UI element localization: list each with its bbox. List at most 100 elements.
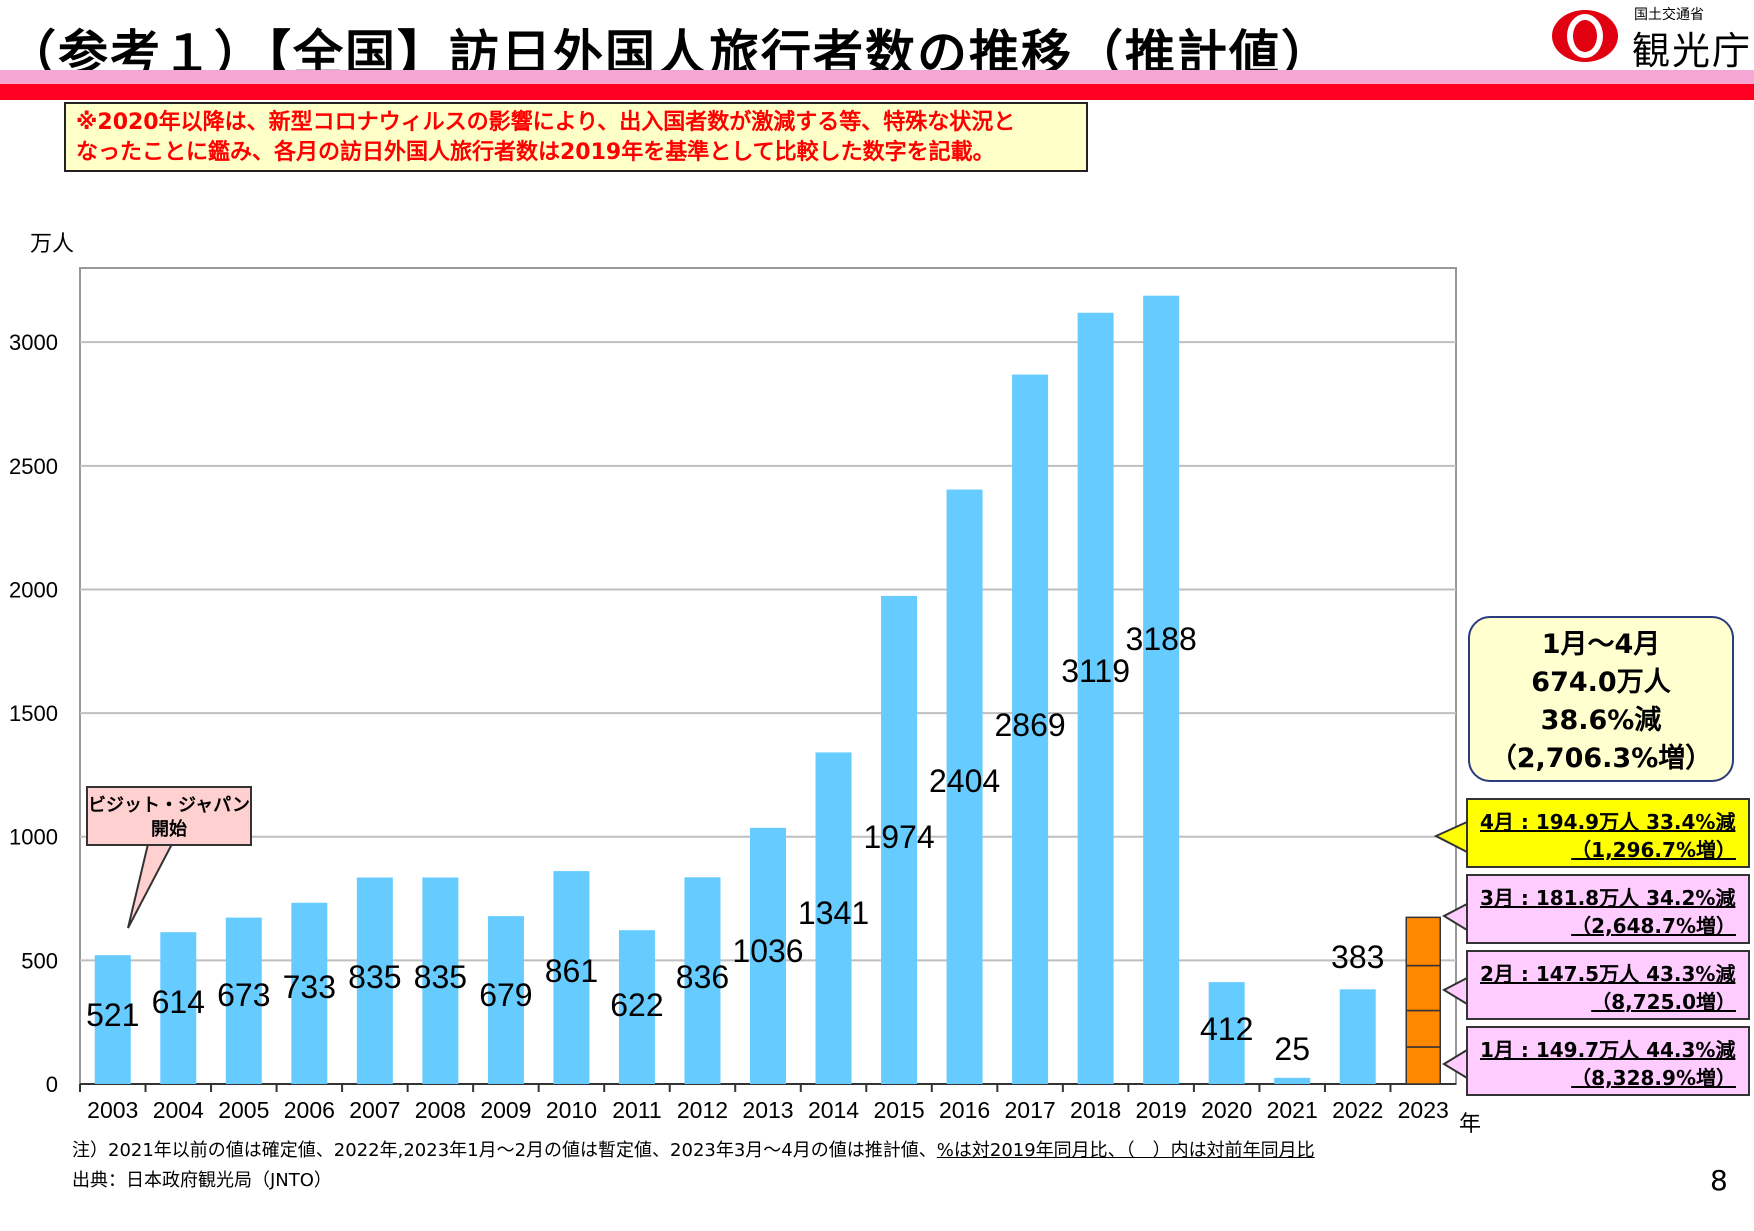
data-label-2007: 835 bbox=[348, 959, 401, 995]
x-tick-label: 2009 bbox=[480, 1097, 531, 1123]
bar-2015 bbox=[881, 595, 918, 1084]
callout-february: 2月 : 147.5万人 43.3%減 （8,725.0増） bbox=[1466, 950, 1750, 1020]
data-label-2003: 521 bbox=[86, 997, 139, 1033]
x-tick-label: 2004 bbox=[153, 1097, 204, 1123]
stacked-segment-2023-4 bbox=[1405, 916, 1441, 967]
page-number: 8 bbox=[1710, 1164, 1728, 1197]
data-label-2016: 2404 bbox=[929, 763, 1000, 799]
x-tick-label: 2012 bbox=[677, 1097, 728, 1123]
data-label-2022: 383 bbox=[1331, 939, 1384, 975]
bar-2018 bbox=[1077, 312, 1114, 1085]
y-tick-label: 2000 bbox=[9, 577, 58, 602]
data-label-2019: 3188 bbox=[1126, 621, 1197, 657]
source-citation: 出典：日本政府観光局（JNTO） bbox=[72, 1170, 332, 1191]
visit-japan-label: ビジット・ジャパン 開始 bbox=[86, 786, 252, 846]
bar-2009 bbox=[487, 916, 524, 1084]
stacked-segment-2023-1 bbox=[1405, 1046, 1441, 1085]
data-label-2018: 3119 bbox=[1061, 653, 1130, 689]
callout-january: 1月 : 149.7万人 44.3%減 （8,328.9%増） bbox=[1466, 1026, 1750, 1096]
bar-2013 bbox=[750, 827, 786, 1084]
summary-total: 674.0万人 bbox=[1531, 667, 1671, 698]
bar-2019 bbox=[1143, 295, 1180, 1084]
bar-2008 bbox=[422, 877, 459, 1084]
visit-japan-line-1: ビジット・ジャパン bbox=[88, 795, 250, 816]
bar-2022 bbox=[1339, 989, 1376, 1084]
bar-2021 bbox=[1274, 1077, 1311, 1084]
summary-change-prev-year: （2,706.3%増） bbox=[1489, 743, 1713, 774]
bar-2004 bbox=[160, 932, 197, 1084]
y-tick-label: 500 bbox=[21, 948, 58, 973]
x-tick-label: 2010 bbox=[546, 1097, 597, 1123]
y-tick-label: 0 bbox=[46, 1072, 58, 1097]
data-label-2005: 673 bbox=[217, 977, 270, 1013]
x-tick-label: 2020 bbox=[1201, 1097, 1252, 1123]
visit-japan-line-2: 開始 bbox=[151, 819, 187, 840]
stacked-segment-2023-2 bbox=[1405, 1009, 1441, 1048]
data-label-2012: 836 bbox=[676, 959, 729, 995]
y-axis-unit: 万人 bbox=[30, 232, 75, 257]
x-tick-label: 2015 bbox=[873, 1097, 924, 1123]
data-label-2017: 2869 bbox=[995, 707, 1066, 743]
data-label-2004: 614 bbox=[152, 984, 205, 1020]
bar-2011 bbox=[618, 930, 655, 1084]
callout-april-line-2: （1,296.7%増） bbox=[1571, 838, 1736, 862]
x-tick-label: 2021 bbox=[1267, 1097, 1318, 1123]
agency-logo: 国土交通省 観光庁 bbox=[1548, 2, 1754, 73]
y-tick-label: 2500 bbox=[9, 454, 58, 479]
bar-2017 bbox=[1012, 374, 1049, 1084]
footnote-text: 注）2021年以前の値は確定値、2022年,2023年1月～2月の値は暫定値、2… bbox=[72, 1140, 937, 1161]
notice-line-2: なったことに鑑み、各月の訪日外国人旅行者数は2019年を基準として比較した数字を… bbox=[76, 140, 995, 165]
bar-2012 bbox=[684, 877, 721, 1084]
data-label-2008: 835 bbox=[414, 959, 467, 995]
callout-march-line-1: 3月 : 181.8万人 34.2%減 bbox=[1480, 886, 1736, 910]
y-tick-label: 1500 bbox=[9, 701, 58, 726]
summary-box: 1月～4月 674.0万人 38.6%減 （2,706.3%増） bbox=[1468, 616, 1734, 782]
data-label-2014: 1341 bbox=[798, 895, 869, 931]
data-label-2006: 733 bbox=[283, 969, 336, 1005]
summary-change-2019: 38.6%減 bbox=[1540, 705, 1662, 736]
bar-2007 bbox=[356, 877, 393, 1084]
callout-january-line-2: （8,328.9%増） bbox=[1571, 1066, 1736, 1090]
notice-box: ※2020年以降は、新型コロナウィルスの影響により、出入国者数が激減する等、特殊… bbox=[64, 102, 1088, 172]
data-label-2013: 1036 bbox=[732, 933, 803, 969]
logo-ministry-text: 国土交通省 bbox=[1634, 7, 1704, 23]
summary-period: 1月～4月 bbox=[1541, 629, 1661, 660]
x-tick-label: 2018 bbox=[1070, 1097, 1121, 1123]
x-tick-label: 2007 bbox=[349, 1097, 400, 1123]
callout-february-line-1: 2月 : 147.5万人 43.3%減 bbox=[1480, 962, 1736, 986]
logo-agency-text: 観光庁 bbox=[1632, 29, 1753, 73]
callout-april-line-1: 4月 : 194.9万人 33.4%減 bbox=[1480, 810, 1736, 834]
callout-february-line-2: （8,725.0増） bbox=[1591, 990, 1736, 1014]
bar-2020 bbox=[1208, 982, 1245, 1084]
bar-2005 bbox=[225, 917, 262, 1084]
x-tick-label: 2005 bbox=[218, 1097, 269, 1123]
bar-2006 bbox=[291, 902, 328, 1084]
y-tick-label: 1000 bbox=[9, 825, 58, 850]
bar-2010 bbox=[553, 871, 590, 1084]
x-tick-label: 2011 bbox=[612, 1097, 661, 1123]
bar-2003 bbox=[94, 955, 131, 1084]
callout-april: 4月 : 194.9万人 33.4%減 （1,296.7%増） bbox=[1466, 798, 1750, 868]
header-band-red bbox=[0, 84, 1754, 100]
x-tick-label: 2013 bbox=[742, 1097, 793, 1123]
data-label-2020: 412 bbox=[1200, 1011, 1253, 1047]
x-axis-unit: 年 bbox=[1459, 1112, 1482, 1137]
data-label-2015: 1974 bbox=[863, 819, 934, 855]
stacked-segment-2023-3 bbox=[1405, 964, 1441, 1012]
x-tick-label: 2014 bbox=[808, 1097, 859, 1123]
x-tick-label: 2023 bbox=[1398, 1097, 1449, 1123]
footnote-underlined: %は対2019年同月比、（ ）内は対前年同月比 bbox=[936, 1140, 1315, 1161]
x-tick-label: 2017 bbox=[1005, 1097, 1056, 1123]
data-label-2009: 679 bbox=[479, 977, 532, 1013]
callout-march-line-2: （2,648.7%増） bbox=[1571, 914, 1736, 938]
x-tick-label: 2003 bbox=[87, 1097, 138, 1123]
x-tick-label: 2019 bbox=[1136, 1097, 1187, 1123]
header-band-pink bbox=[0, 70, 1754, 84]
logo-mark-icon bbox=[1552, 10, 1618, 62]
bar-2014 bbox=[815, 752, 852, 1084]
notice-line-1: ※2020年以降は、新型コロナウィルスの影響により、出入国者数が激減する等、特殊… bbox=[76, 110, 1016, 135]
x-tick-label: 2016 bbox=[939, 1097, 990, 1123]
x-tick-label: 2022 bbox=[1332, 1097, 1383, 1123]
callout-march: 3月 : 181.8万人 34.2%減 （2,648.7%増） bbox=[1466, 874, 1750, 944]
